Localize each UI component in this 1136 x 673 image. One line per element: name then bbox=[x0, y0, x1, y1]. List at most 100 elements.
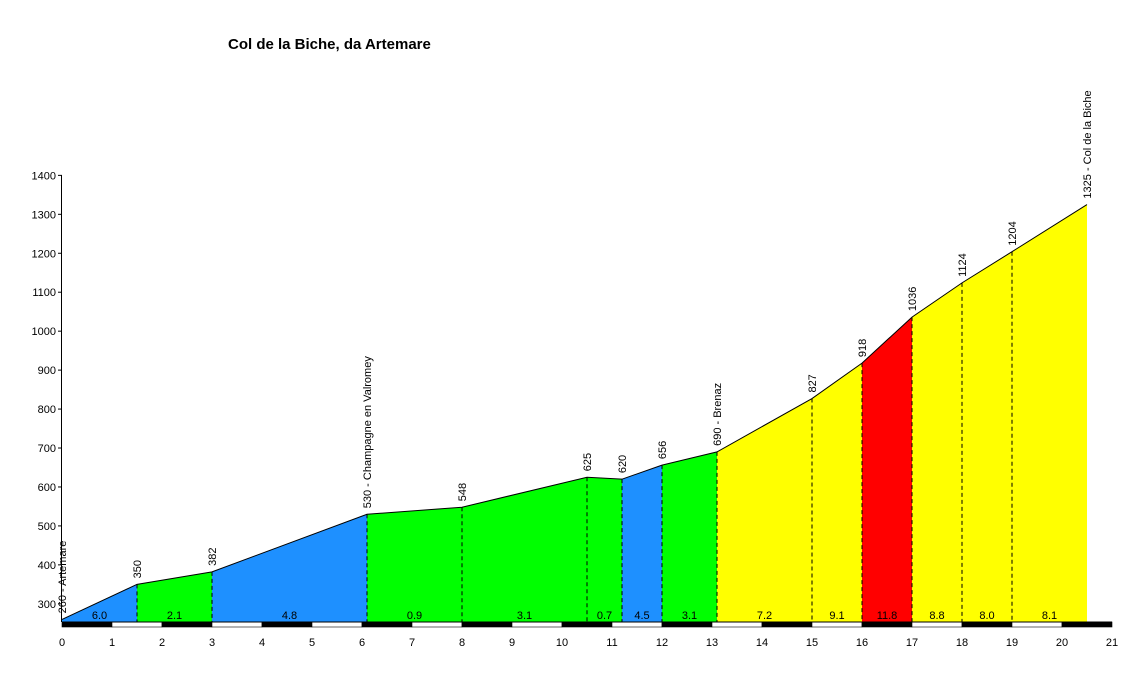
profile-segment bbox=[622, 465, 662, 622]
elevation-label: 530 - Champagne en Valromey bbox=[362, 356, 374, 509]
x-tick-label: 10 bbox=[556, 637, 568, 649]
profile-segment bbox=[137, 571, 212, 622]
profile-segment bbox=[62, 584, 137, 622]
x-tick-label: 19 bbox=[1006, 637, 1018, 649]
km-bar-segment bbox=[411, 621, 463, 628]
gradient-label: 8.8 bbox=[929, 610, 944, 622]
y-axis: 300 400 500 600 700 800 900 1000 1100 1200 1300 140… bbox=[32, 170, 62, 622]
segment-dividers bbox=[136, 251, 1013, 622]
elevation-label: 656 bbox=[657, 441, 669, 459]
elevation-label: 350 bbox=[132, 560, 144, 578]
elevation-label: 382 bbox=[207, 548, 219, 566]
gradient-label: 0.7 bbox=[597, 610, 612, 622]
km-bar-segment bbox=[911, 621, 963, 628]
elevation-label: 548 bbox=[457, 483, 469, 501]
km-bar-segment bbox=[1061, 621, 1113, 628]
x-tick-label: 5 bbox=[309, 637, 315, 649]
gradient-label: 3.1 bbox=[682, 610, 697, 622]
y-tick-label: 800 bbox=[38, 404, 56, 416]
profile-segment bbox=[462, 477, 587, 622]
elevation-label: 690 - Brenaz bbox=[712, 383, 724, 446]
y-tick-label: 700 bbox=[38, 443, 56, 455]
x-tick-label: 13 bbox=[706, 637, 718, 649]
y-tick-label: 1200 bbox=[32, 248, 56, 260]
km-bar-segment bbox=[111, 621, 163, 628]
y-tick-label: 500 bbox=[38, 521, 56, 533]
profile-segment bbox=[717, 398, 812, 622]
elevation-label: 625 bbox=[582, 453, 594, 471]
chart-title: Col de la Biche, da Artemare bbox=[228, 36, 431, 53]
x-tick-label: 7 bbox=[409, 637, 415, 649]
elevation-label: 1036 bbox=[907, 287, 919, 311]
x-tick-label: 9 bbox=[509, 637, 515, 649]
y-tick-label: 600 bbox=[38, 482, 56, 494]
x-tick-label: 15 bbox=[806, 637, 818, 649]
gradient-label: 7.2 bbox=[757, 610, 772, 622]
km-bar-segment bbox=[61, 621, 113, 628]
km-bar-segment bbox=[1011, 621, 1063, 628]
y-tick-label: 400 bbox=[38, 560, 56, 572]
profile-segment bbox=[1012, 204, 1087, 622]
gradient-label: 11.8 bbox=[877, 610, 898, 622]
profile-segment bbox=[367, 507, 462, 622]
y-tick-label: 900 bbox=[38, 365, 56, 377]
profile-areas bbox=[62, 204, 1087, 622]
elevation-label: 620 bbox=[617, 455, 629, 473]
gradient-label: 3.1 bbox=[517, 610, 532, 622]
x-tick-label: 1 bbox=[109, 637, 115, 649]
profile-segment bbox=[662, 451, 717, 622]
x-axis: 0 1 2 3 4 5 6 7 8 9 10 11 12 13 14 15 16 17 18 19 20 21 bbox=[59, 621, 1118, 649]
x-tick-label: 21 bbox=[1106, 637, 1118, 649]
km-bar-segment bbox=[311, 621, 363, 628]
km-bar-segment bbox=[561, 621, 613, 628]
elevation-label: 1204 bbox=[1007, 221, 1019, 245]
gradient-label: 4.5 bbox=[634, 610, 649, 622]
km-bar-segment bbox=[811, 621, 863, 628]
gradient-label: 9.1 bbox=[829, 610, 844, 622]
elevation-label: 918 bbox=[857, 339, 869, 357]
elevation-label: 1325 - Col de la Biche bbox=[1082, 90, 1094, 198]
km-bar-segment bbox=[661, 621, 713, 628]
x-tick-label: 11 bbox=[606, 637, 617, 649]
gradient-label: 6.0 bbox=[92, 610, 107, 622]
profile-segment bbox=[962, 251, 1012, 622]
x-tick-label: 12 bbox=[656, 637, 668, 649]
profile-segment bbox=[862, 317, 912, 622]
y-tick-label: 300 bbox=[38, 599, 56, 611]
km-bar-segment bbox=[261, 621, 313, 628]
km-bar-segment bbox=[761, 621, 813, 628]
gradient-labels: 6.0 2.1 4.8 0.9 3.1 0.7 4.5 3.1 7.2 9.1 11.8 8.8 8.0… bbox=[92, 610, 1057, 622]
elevation-labels: 260 - Artemare 350 382 530 - Champagne en V… bbox=[57, 90, 1094, 613]
km-bar-segment bbox=[611, 621, 663, 628]
km-bar-segment bbox=[861, 621, 913, 628]
x-tick-label: 20 bbox=[1056, 637, 1068, 649]
gradient-label: 4.8 bbox=[282, 610, 297, 622]
profile-segment bbox=[212, 514, 367, 622]
profile-outline bbox=[61, 204, 1088, 620]
x-tick-label: 2 bbox=[159, 637, 165, 649]
km-bar-segment bbox=[961, 621, 1013, 628]
x-tick-label: 4 bbox=[259, 637, 265, 649]
gradient-label: 2.1 bbox=[167, 610, 182, 622]
profile-segment bbox=[587, 477, 622, 622]
y-tick-label: 1000 bbox=[32, 326, 56, 338]
gradient-label: 0.9 bbox=[407, 610, 422, 622]
elevation-label: 1124 bbox=[957, 253, 969, 277]
km-bar-segment bbox=[711, 621, 763, 628]
gradient-label: 8.0 bbox=[979, 610, 994, 622]
y-tick-label: 1400 bbox=[32, 170, 56, 182]
y-tick-label: 1100 bbox=[32, 287, 56, 299]
gradient-label: 8.1 bbox=[1042, 610, 1057, 622]
x-tick-label: 0 bbox=[59, 637, 65, 649]
elevation-label: 827 bbox=[807, 374, 819, 392]
x-tick-label: 6 bbox=[359, 637, 365, 649]
km-bar-segment bbox=[511, 621, 563, 628]
x-tick-label: 8 bbox=[459, 637, 465, 649]
profile-segment bbox=[812, 363, 862, 622]
km-bar-segment bbox=[361, 621, 413, 628]
km-bar-segment bbox=[461, 621, 513, 628]
x-tick-label: 17 bbox=[906, 637, 918, 649]
x-tick-label: 16 bbox=[856, 637, 868, 649]
x-tick-label: 3 bbox=[209, 637, 215, 649]
